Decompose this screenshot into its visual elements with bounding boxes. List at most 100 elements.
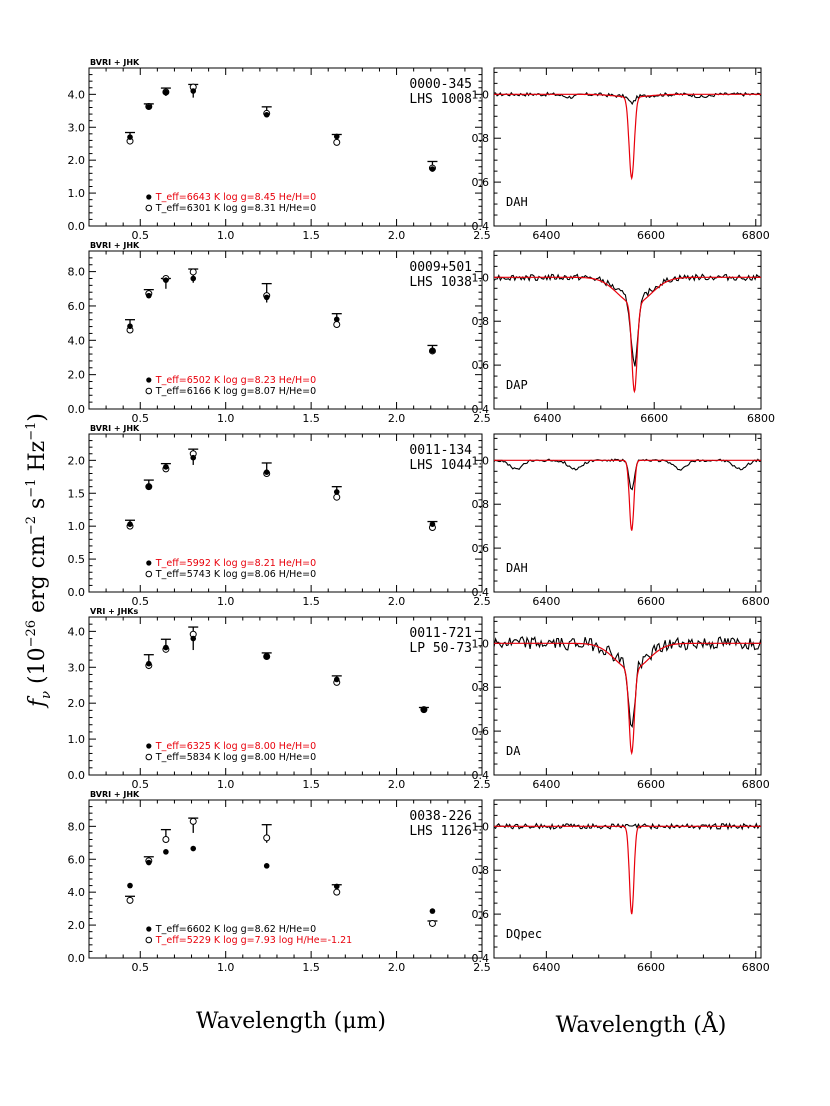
- photometry-label: BVRI + JHK: [90, 58, 140, 67]
- sed-panel-0038-226: 0.5 1.0 1.5 2.0 2.5 0.0 2.0 4.0 6.0 8.0 BVRI + JHK…: [68, 790, 491, 974]
- sed-ytick-label: 2.0: [68, 369, 86, 382]
- spectral-type-label: DAP: [506, 378, 528, 392]
- legend-marker-open: [145, 570, 153, 578]
- model-point-filled: [163, 644, 169, 651]
- model-spectrum-line: [494, 459, 761, 531]
- legend-entry: T_eff=5743 K log g=8.06 H/He=0: [155, 569, 316, 580]
- spectrum-ytick-label: 0.6: [472, 542, 490, 555]
- legend-entry: T_eff=6602 K log g=8.62 H/He=0: [155, 924, 316, 935]
- spectrum-xtick-label: 6800: [742, 229, 770, 242]
- sed-ytick-label: 0.0: [68, 220, 86, 233]
- sed-ytick-label: 3.0: [68, 661, 86, 674]
- y-axis-label-nu: ν: [39, 691, 54, 699]
- sed-ytick-label: 0.0: [68, 403, 86, 416]
- sed-ytick-label: 8.0: [68, 820, 86, 833]
- model-point-open: [162, 836, 170, 843]
- spectrum-xtick-label: 6600: [637, 778, 665, 791]
- spectrum-panel-0038-226: 6400 6600 6800 0.4 0.6 0.8 1.0 DQpec: [472, 799, 770, 974]
- legend-marker-open: [145, 204, 153, 212]
- spectrum-panel-0009+501: 6400 6600 6800 0.4 0.6 0.8 1.0 DAP: [472, 250, 775, 425]
- sed-ytick-label: 0.5: [68, 553, 86, 566]
- sed-ytick-label: 4.0: [68, 88, 86, 101]
- spectrum-ytick-label: 0.8: [472, 864, 490, 877]
- sed-frame: [88, 250, 483, 410]
- sed-ytick-label: 2.0: [68, 154, 86, 167]
- sed-xtick-label: 1.5: [302, 412, 320, 425]
- model-point-filled: [190, 454, 197, 461]
- model-point-filled: [190, 635, 197, 642]
- spectrum-xtick-label: 6800: [742, 778, 770, 791]
- model-point-filled: [146, 292, 152, 299]
- model-point-open: [263, 834, 271, 842]
- model-point-filled: [421, 706, 427, 713]
- spectrum-ytick-label: 0.6: [472, 176, 490, 189]
- sed-xtick-label: 2.0: [388, 229, 406, 242]
- object-name: LHS 1044: [409, 458, 472, 473]
- spectral-type-label: DQpec: [506, 927, 542, 941]
- object-id: 0038-226: [409, 809, 472, 824]
- spectral-type-label: DAH: [506, 195, 528, 209]
- legend-marker-filled: [146, 743, 152, 749]
- panels: 0.5 1.0 1.5 2.0 2.5 0.0 1.0 2.0 3.0 4.0 BVRI + JHK…: [68, 58, 776, 974]
- spectrum-ytick-label: 1.0: [472, 88, 490, 101]
- sed-ytick-label: 1.0: [68, 520, 86, 533]
- sed-xtick-label: 1.0: [217, 778, 235, 791]
- spectrum-ytick-label: 1.0: [472, 271, 490, 284]
- sed-ytick-label: 1.5: [68, 487, 86, 500]
- spectrum-ytick-label: 0.8: [472, 498, 490, 511]
- sed-ytick-label: 1.0: [68, 733, 86, 746]
- observed-spectrum-line: [493, 636, 762, 729]
- legend-entry: T_eff=6301 K log g=8.31 H/He=0: [155, 203, 316, 214]
- spectrum-ytick-label: 1.0: [472, 637, 490, 650]
- legend-marker-open: [145, 753, 153, 761]
- model-point-filled: [190, 275, 197, 282]
- spectrum-frame: [493, 250, 762, 410]
- legend-entry: T_eff=6502 K log g=8.23 He/H=0: [155, 375, 316, 386]
- model-point-open: [189, 268, 197, 276]
- object-name: LHS 1126: [409, 824, 472, 839]
- model-point-filled: [429, 521, 436, 527]
- model-point-filled: [333, 883, 340, 890]
- sed-ytick-label: 6.0: [68, 300, 86, 313]
- legend-marker-open: [145, 936, 153, 944]
- sed-xtick-label: 2.5: [473, 229, 491, 242]
- y-axis-label-erg: erg cm: [25, 535, 50, 620]
- spectral-type-label: DAH: [506, 561, 528, 575]
- sed-ytick-label: 4.0: [68, 886, 86, 899]
- sed-xtick-label: 1.5: [302, 778, 320, 791]
- y-axis-label-exp3: −1: [24, 479, 39, 498]
- spectrum-ytick-label: 1.0: [472, 820, 490, 833]
- legend-entry: T_eff=5229 K log g=7.93 log H/He=-1.21: [155, 935, 352, 946]
- object-id: 0009+501: [409, 260, 472, 275]
- sed-ytick-label: 0.0: [68, 769, 86, 782]
- spectrum-xtick-label: 6800: [742, 595, 770, 608]
- sed-xtick-label: 2.5: [473, 595, 491, 608]
- model-point-filled: [429, 347, 436, 354]
- observed-spectrum-line: [493, 822, 762, 831]
- sed-panel-0011-134: 0.5 1.0 1.5 2.0 2.5 0.0 0.5 1.0 1.5 2.0 BVRI + JHK…: [68, 424, 491, 608]
- spectrum-frame: [493, 616, 762, 776]
- y-axis-label-exp1: −26: [24, 620, 39, 647]
- model-point-open: [333, 321, 341, 329]
- sed-xtick-label: 1.0: [217, 229, 235, 242]
- sed-xtick-label: 1.0: [217, 961, 235, 974]
- spectrum-xtick-label: 6800: [742, 961, 770, 974]
- sed-xtick-label: 1.5: [302, 229, 320, 242]
- spectrum-xtick-label: 6400: [532, 778, 560, 791]
- model-point-filled: [333, 316, 340, 323]
- legend-entry: T_eff=6166 K log g=8.07 H/He=0: [155, 386, 316, 397]
- sed-ytick-label: 2.0: [68, 919, 86, 932]
- sed-ytick-label: 3.0: [68, 121, 86, 134]
- sed-ytick-label: 4.0: [68, 334, 86, 347]
- spectrum-xtick-label: 6600: [637, 229, 665, 242]
- spectrum-panel-0011-721: 6400 6600 6800 0.4 0.6 0.8 1.0 DA: [472, 616, 770, 791]
- object-name: LHS 1038: [409, 275, 472, 290]
- photometry-label: BVRI + JHK: [90, 790, 140, 799]
- sed-xtick-label: 2.5: [473, 412, 491, 425]
- model-point-filled: [333, 133, 340, 140]
- model-point-filled: [263, 469, 270, 475]
- model-point-filled: [146, 859, 152, 866]
- spectrum-ytick-label: 0.4: [472, 403, 490, 416]
- model-point-filled: [146, 104, 152, 110]
